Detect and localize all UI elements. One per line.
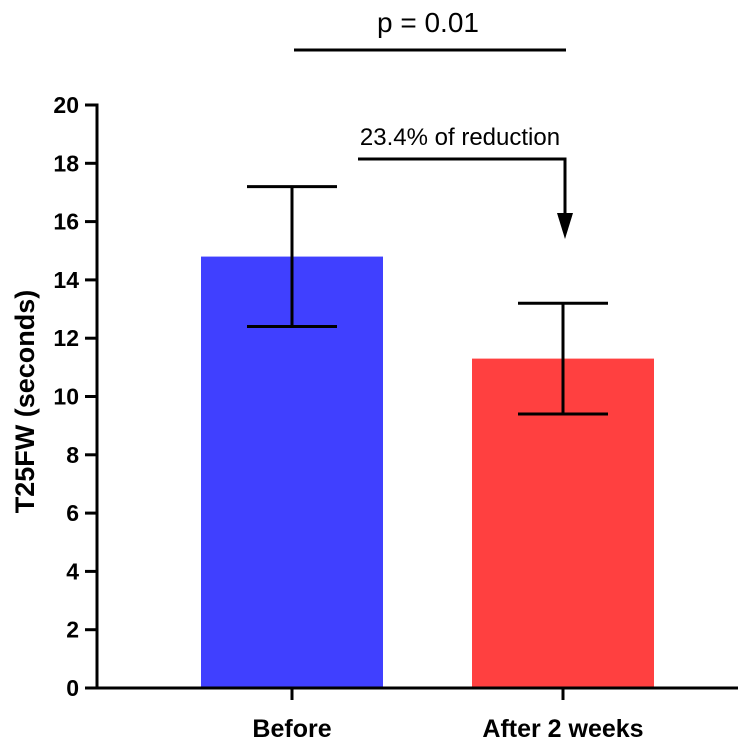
y-tick-label: 8 bbox=[66, 442, 79, 468]
y-tick-label: 4 bbox=[66, 558, 79, 584]
reduction-arrow bbox=[358, 157, 567, 215]
x-category-label: After 2 weeks bbox=[482, 715, 643, 743]
reduction-label: 23.4% of reduction bbox=[360, 124, 560, 151]
y-tick-label: 18 bbox=[53, 150, 79, 176]
y-axis-label: T25FW (seconds) bbox=[10, 290, 40, 514]
reduction-arrowhead-icon bbox=[557, 213, 573, 239]
y-tick-label: 6 bbox=[66, 500, 79, 526]
y-tick-label: 16 bbox=[53, 209, 79, 235]
x-category-label: Before bbox=[252, 715, 331, 743]
y-tick-label: 10 bbox=[53, 384, 79, 410]
y-tick-label: 20 bbox=[53, 92, 79, 118]
y-tick-label: 2 bbox=[66, 617, 79, 643]
y-tick-label: 12 bbox=[53, 325, 79, 351]
bar bbox=[201, 256, 383, 688]
y-tick-label: 0 bbox=[66, 675, 79, 701]
p-value-label: p = 0.01 bbox=[377, 7, 479, 38]
y-tick-label: 14 bbox=[53, 267, 79, 293]
